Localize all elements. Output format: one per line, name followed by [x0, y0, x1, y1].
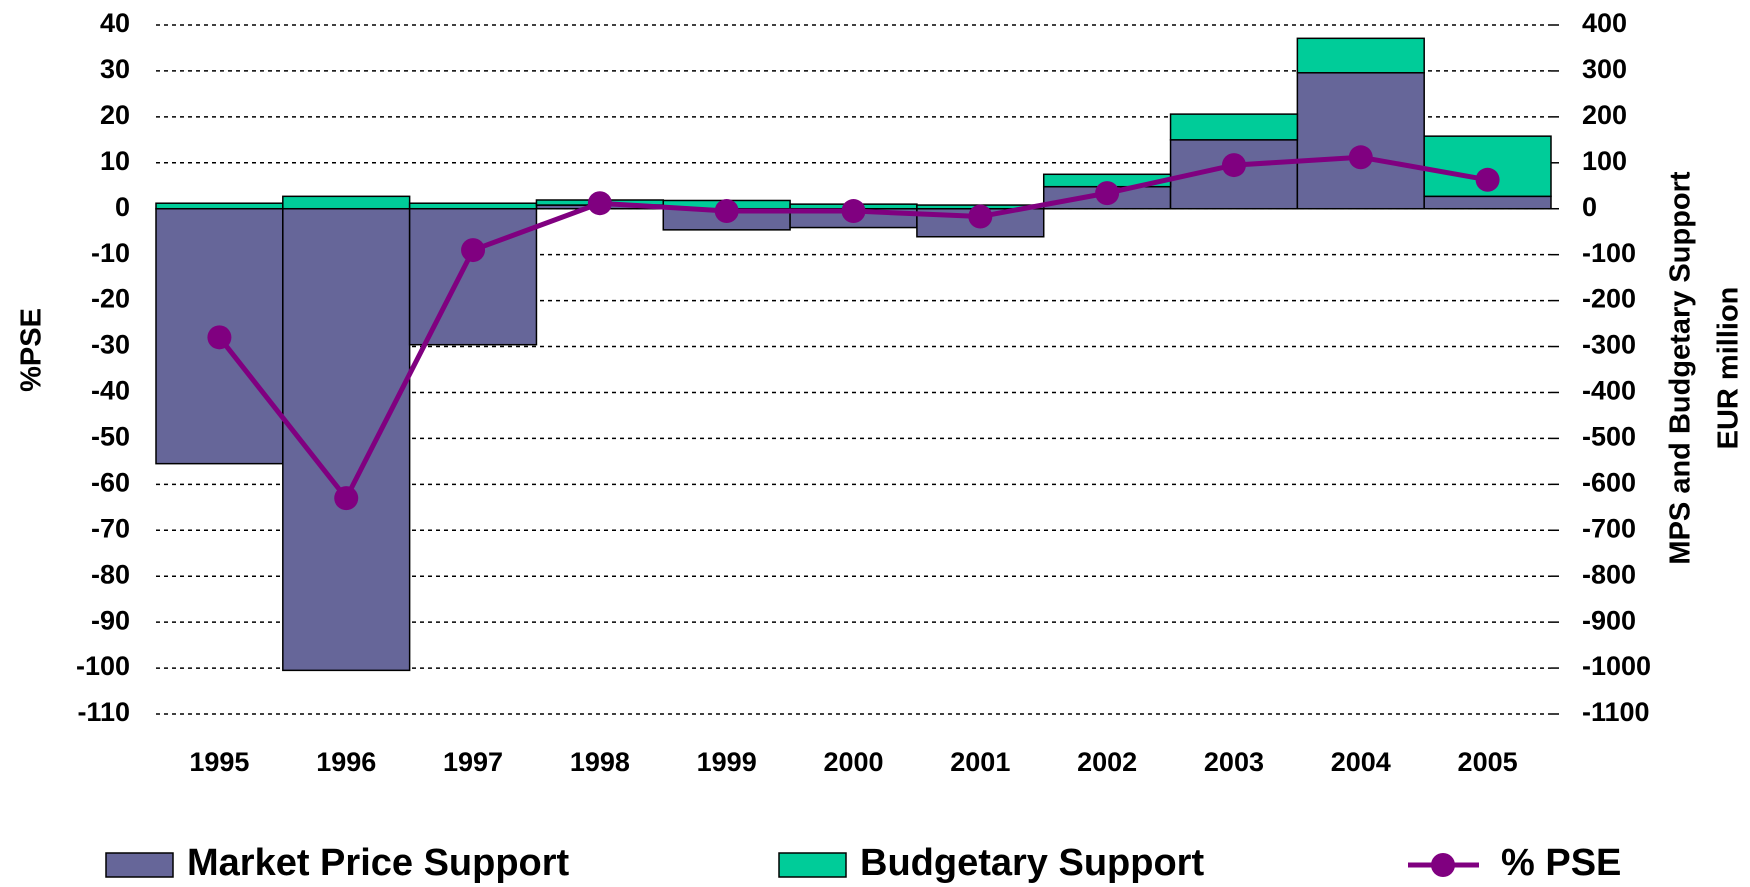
y-tick-label: -20 — [91, 284, 130, 314]
marker — [207, 325, 232, 350]
y-axis-title: %PSE — [16, 308, 48, 392]
x-tick-label: 1996 — [316, 747, 376, 777]
y-tick-label: -60 — [91, 467, 130, 497]
bar — [1296, 37, 1425, 74]
y2-tick-label: -900 — [1582, 605, 1636, 635]
legend-marker — [1431, 853, 1455, 877]
y2-tick-label: -500 — [1582, 422, 1636, 452]
y-tick-label: 20 — [100, 100, 130, 130]
legend-swatch — [778, 852, 847, 878]
marker — [714, 199, 739, 224]
x-tick-label: 1998 — [570, 747, 630, 777]
legend-swatch — [105, 852, 174, 878]
marker — [1095, 181, 1120, 206]
marker — [461, 238, 486, 263]
y-tick-label: 30 — [100, 54, 130, 84]
y2-tick-label: -800 — [1582, 559, 1636, 589]
y2-tick-label: 100 — [1582, 146, 1627, 176]
y-tick-label: -80 — [91, 559, 130, 589]
x-tick-label: 2002 — [1077, 747, 1137, 777]
y2-axis-title: EUR million — [1713, 287, 1745, 450]
marker — [334, 486, 359, 511]
bar — [1296, 72, 1425, 210]
bar — [1423, 195, 1552, 210]
x-tick-label: 2005 — [1458, 747, 1518, 777]
y2-axis-title: MPS and Budgetary Support — [1665, 171, 1697, 564]
marker — [841, 199, 866, 224]
y2-tick-label: -700 — [1582, 513, 1636, 543]
marker — [587, 191, 612, 216]
y2-tick-label: -1100 — [1582, 697, 1650, 727]
y-tick-label: -90 — [91, 605, 130, 635]
marker — [1221, 153, 1246, 178]
y-tick-label: -100 — [76, 651, 130, 681]
marker — [968, 204, 993, 229]
x-tick-label: 1999 — [697, 747, 757, 777]
y2-tick-label: -300 — [1582, 330, 1636, 360]
x-tick-label: 2001 — [950, 747, 1010, 777]
x-tick-label: 2004 — [1331, 747, 1391, 777]
y2-tick-label: 300 — [1582, 54, 1627, 84]
y-tick-label: -40 — [91, 376, 130, 406]
y-tick-label: -110 — [77, 697, 130, 727]
x-tick-label: 2003 — [1204, 747, 1264, 777]
y-tick-label: 0 — [115, 192, 130, 222]
y2-tick-label: -1000 — [1582, 651, 1651, 681]
y2-tick-label: -600 — [1582, 467, 1636, 497]
y-tick-label: -70 — [91, 513, 130, 543]
marker — [1348, 145, 1373, 170]
bar — [282, 195, 411, 210]
legend-label: % PSE — [1501, 842, 1621, 884]
bar — [408, 207, 538, 346]
y2-tick-label: -200 — [1582, 284, 1636, 314]
y2-tick-label: 200 — [1582, 100, 1627, 130]
y-tick-label: 40 — [100, 8, 130, 38]
marker — [1475, 167, 1500, 192]
legend-label: Budgetary Support — [860, 842, 1204, 884]
x-tick-label: 1995 — [189, 747, 249, 777]
y-tick-label: 10 — [100, 146, 130, 176]
x-tick-label: 1997 — [443, 747, 503, 777]
y-tick-label: -10 — [91, 238, 130, 268]
bar — [1169, 113, 1299, 141]
bar — [155, 202, 284, 210]
bar — [408, 202, 538, 210]
y2-tick-label: 400 — [1582, 8, 1627, 38]
y2-tick-label: 0 — [1582, 192, 1597, 222]
y2-tick-label: -400 — [1582, 376, 1636, 406]
y-tick-label: -30 — [91, 330, 130, 360]
y-tick-label: -50 — [91, 422, 130, 452]
bar — [282, 207, 411, 672]
legend-label: Market Price Support — [187, 842, 570, 884]
y2-tick-label: -100 — [1582, 238, 1636, 268]
x-tick-label: 2000 — [823, 747, 883, 777]
